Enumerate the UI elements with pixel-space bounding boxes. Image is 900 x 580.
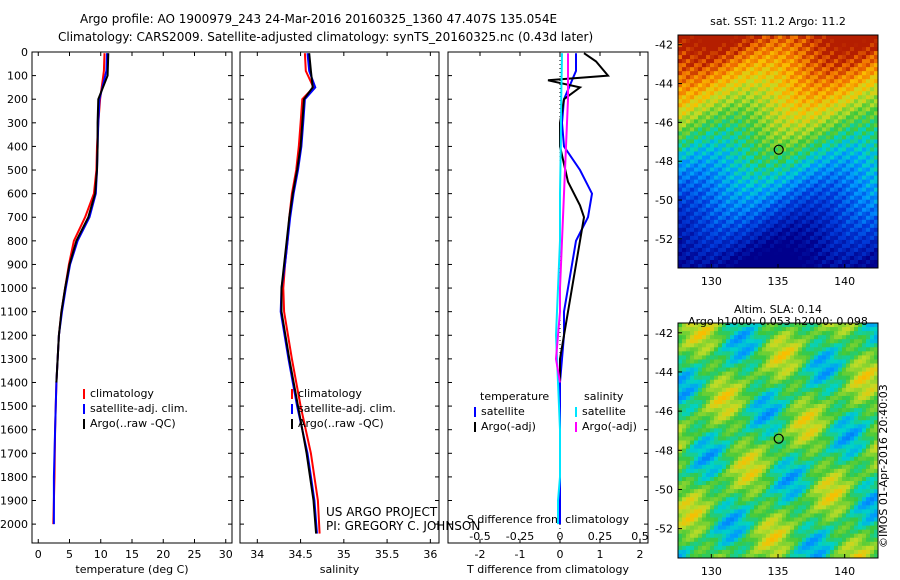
sst_map-ytick-label: -50 — [655, 194, 673, 207]
differences-xtick-label: 0 — [557, 548, 564, 561]
sla_map-ytick-label: -52 — [655, 523, 673, 536]
sst_map-xtick-label: 135 — [768, 275, 789, 288]
depth-tick-label: 1400 — [0, 376, 28, 389]
depth-tick-label: 600 — [7, 188, 28, 201]
depth-tick-label: 200 — [7, 93, 28, 106]
sst_map-title: sat. SST: 11.2 Argo: 11.2 — [710, 15, 846, 28]
differences-top-tick-label: -0.25 — [506, 530, 534, 543]
differences-xtick-label: -1 — [515, 548, 526, 561]
temperature-xtick-label: 5 — [66, 548, 73, 561]
depth-tick-label: 500 — [7, 164, 28, 177]
sst_map-ytick-label: -48 — [655, 155, 673, 168]
sla_map-ytick-label: -48 — [655, 444, 673, 457]
depth-tick-label: 1100 — [0, 306, 28, 319]
sla_map-raster — [678, 323, 879, 559]
sla_map-ytick-label: -46 — [655, 405, 673, 418]
salinity-xtick-label: 36 — [423, 548, 437, 561]
differences-xtick-label: -2 — [475, 548, 486, 561]
differences-xlabel-top: S difference from climatology — [467, 513, 630, 526]
temperature-xtick-label: 15 — [125, 548, 139, 561]
temperature-legend-label: climatology — [90, 387, 154, 400]
credit-pi: PI: GREGORY C. JOHNSON — [326, 519, 481, 533]
depth-tick-label: 1200 — [0, 329, 28, 342]
sst_map-ytick-label: -44 — [655, 78, 673, 91]
differences-legend-label: Argo(-adj) — [582, 420, 637, 433]
differences-xtick-label: 2 — [637, 548, 644, 561]
sst_map-float-marker — [773, 144, 784, 155]
differences-top-tick-label: 0.25 — [588, 530, 613, 543]
salinity-legend-label: climatology — [298, 387, 362, 400]
temperature-series-line — [55, 53, 110, 383]
depth-tick-label: 400 — [7, 140, 28, 153]
temperature-xtick-label: 0 — [35, 548, 42, 561]
imos-watermark: ©IMOS 01-Apr-2016 20:40:03 — [877, 384, 890, 548]
differences-legend-label: satellite — [481, 405, 525, 418]
salinity-plot-frame — [239, 51, 440, 544]
depth-tick-label: 700 — [7, 211, 28, 224]
depth-tick-label: 1700 — [0, 447, 28, 460]
differences-legend-label: satellite — [582, 405, 626, 418]
sla_map-float-marker — [773, 433, 784, 444]
sla_map-xtick-label: 135 — [768, 565, 789, 578]
temperature-legend-label: Argo(..raw -QC) — [90, 417, 176, 430]
salinity-xtick-label: 35 — [337, 548, 351, 561]
temperature-xtick-label: 30 — [219, 548, 233, 561]
differences-series-line — [559, 53, 594, 525]
sst_map-ytick-label: -52 — [655, 233, 673, 246]
temperature-xtick-label: 20 — [156, 548, 170, 561]
depth-tick-label: 1600 — [0, 424, 28, 437]
differences-legend-header: temperature — [480, 390, 549, 403]
depth-tick-label: 900 — [7, 258, 28, 271]
salinity-xtick-label: 34 — [250, 548, 264, 561]
temperature-xlabel: temperature (deg C) — [75, 563, 188, 576]
differences-legend-header: salinity — [584, 390, 624, 403]
temperature-legend-label: satellite-adj. clim. — [90, 402, 188, 415]
depth-tick-label: 1000 — [0, 282, 28, 295]
differences-top-tick-label: 0.5 — [631, 530, 649, 543]
differences-series-line — [554, 53, 569, 383]
differences-xlabel: T difference from climatology — [466, 563, 629, 576]
salinity-series-line — [280, 53, 318, 534]
header-line-1: Argo profile: AO 1900979_243 24-Mar-2016… — [80, 12, 558, 26]
depth-tick-label: 800 — [7, 235, 28, 248]
sla_map-subtitle: Argo h1000: 0.053 h2000: 0.098 — [688, 315, 868, 328]
depth-tick-label: 2000 — [0, 518, 28, 531]
differences-series-line — [547, 52, 611, 383]
sst_map-raster — [678, 35, 879, 269]
sla_map-ytick-label: -50 — [655, 483, 673, 496]
differences-legend-label: Argo(-adj) — [481, 420, 536, 433]
depth-tick-label: 1900 — [0, 495, 28, 508]
salinity-xtick-label: 34.5 — [288, 548, 313, 561]
salinity-xtick-label: 35.5 — [375, 548, 400, 561]
sla_map-ytick-label: -42 — [655, 327, 673, 340]
temperature-xtick-label: 25 — [188, 548, 202, 561]
differences-xtick-label: 1 — [597, 548, 604, 561]
depth-tick-label: 1800 — [0, 471, 28, 484]
sst_map-ytick-label: -46 — [655, 116, 673, 129]
salinity-xlabel: salinity — [320, 563, 360, 576]
depth-tick-label: 300 — [7, 117, 28, 130]
sst_map-ytick-label: -42 — [655, 39, 673, 52]
depth-tick-label: 0 — [21, 46, 28, 59]
depth-tick-label: 1500 — [0, 400, 28, 413]
depth-tick-label: 100 — [7, 70, 28, 83]
sla_map-ytick-label: -44 — [655, 366, 673, 379]
sla_map-title: Altim. SLA: 0.14 — [734, 303, 822, 316]
credit-project: US ARGO PROJECT — [326, 505, 438, 519]
sst_map-xtick-label: 130 — [701, 275, 722, 288]
depth-tick-label: 1300 — [0, 353, 28, 366]
differences-series-line — [554, 53, 563, 525]
differences-top-tick-label: -0.5 — [469, 530, 490, 543]
salinity-legend-label: Argo(..raw -QC) — [298, 417, 384, 430]
salinity-legend-label: satellite-adj. clim. — [298, 402, 396, 415]
temperature-plot-frame — [31, 51, 233, 544]
differences-plot-frame — [447, 51, 649, 544]
sla_map-xtick-label: 130 — [701, 565, 722, 578]
sst_map-xtick-label: 140 — [834, 275, 855, 288]
temperature-xtick-label: 10 — [94, 548, 108, 561]
sla_map-xtick-label: 140 — [834, 565, 855, 578]
header-line-2: Climatology: CARS2009. Satellite-adjuste… — [58, 30, 594, 44]
